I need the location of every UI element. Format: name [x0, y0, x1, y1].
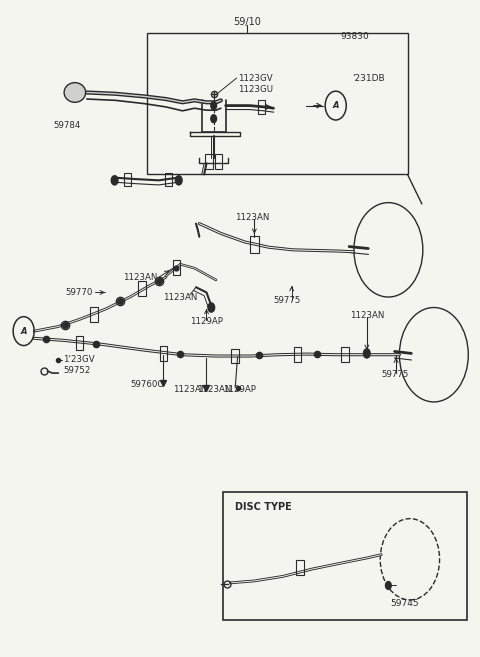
Bar	[147, 34, 408, 174]
Circle shape	[363, 349, 370, 358]
Text: DISC TYPE: DISC TYPE	[235, 502, 292, 512]
Text: 59770: 59770	[65, 288, 93, 297]
Bar	[138, 281, 146, 296]
Text: 93830: 93830	[340, 32, 369, 41]
Bar	[223, 492, 468, 620]
Text: 1123GU: 1123GU	[238, 85, 273, 94]
Bar	[159, 346, 167, 361]
Text: 1123AN: 1123AN	[350, 311, 384, 320]
Text: 1129AP: 1129AP	[223, 385, 256, 394]
Bar	[294, 348, 301, 362]
Text: 1123AN: 1123AN	[197, 385, 231, 394]
Text: 59784: 59784	[53, 121, 81, 130]
Bar	[205, 154, 213, 169]
Bar	[124, 173, 131, 186]
Bar	[250, 237, 259, 253]
Text: 1'23GV: 1'23GV	[63, 355, 95, 365]
Text: 59745: 59745	[391, 599, 420, 608]
Text: 59775: 59775	[274, 296, 301, 305]
Bar	[231, 349, 239, 363]
Text: 59/10: 59/10	[233, 17, 261, 28]
Text: 1123AN: 1123AN	[173, 385, 207, 394]
Text: A: A	[333, 101, 339, 110]
Text: 59752: 59752	[63, 366, 90, 375]
Ellipse shape	[64, 83, 85, 102]
Circle shape	[175, 175, 182, 185]
Circle shape	[385, 581, 391, 589]
Circle shape	[208, 303, 215, 312]
Text: '231DB: '231DB	[352, 74, 385, 83]
Bar	[215, 154, 222, 169]
Bar	[90, 307, 98, 322]
Bar	[165, 173, 171, 186]
Bar	[341, 348, 349, 362]
Text: 1123GV: 1123GV	[238, 74, 272, 83]
Bar	[296, 560, 304, 575]
Bar	[76, 336, 84, 350]
Circle shape	[111, 175, 118, 185]
Text: 59775: 59775	[381, 370, 408, 379]
Text: A: A	[21, 327, 27, 336]
Bar	[172, 260, 180, 275]
Text: 1123AN: 1123AN	[123, 273, 157, 282]
Bar	[258, 100, 265, 114]
Circle shape	[211, 115, 216, 123]
Circle shape	[211, 102, 216, 110]
Text: 1123AN: 1123AN	[163, 292, 198, 302]
Text: 1129AP: 1129AP	[190, 317, 223, 327]
Text: 59760C: 59760C	[130, 380, 163, 389]
Text: 1123AN: 1123AN	[235, 213, 270, 221]
